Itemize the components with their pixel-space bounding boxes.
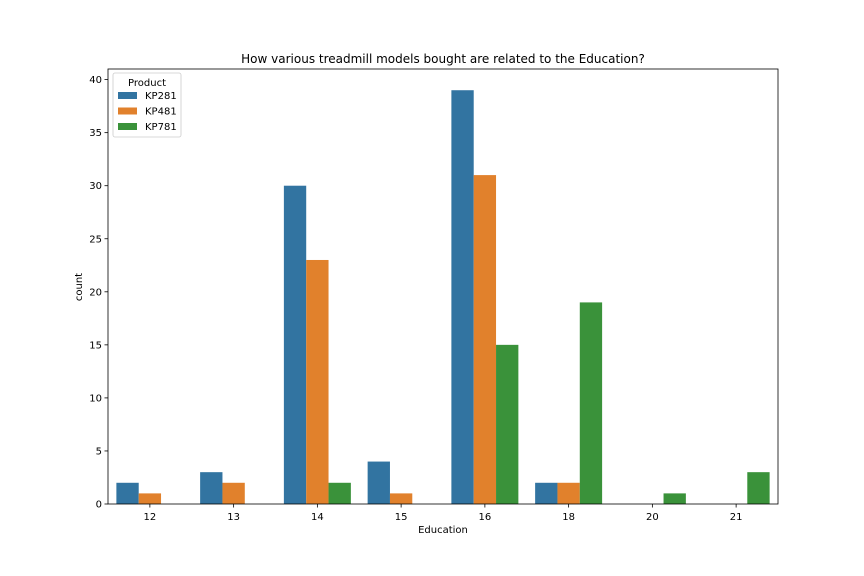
x-tick-label: 16 xyxy=(479,512,492,523)
bar-kp281-14 xyxy=(283,185,307,504)
x-axis-label: Education xyxy=(418,525,468,536)
bar-kp781-20 xyxy=(663,493,686,504)
bar-kp281-18 xyxy=(535,482,558,504)
y-tick-label: 5 xyxy=(96,446,102,457)
x-tick-label: 13 xyxy=(227,512,240,523)
bar-kp781-14 xyxy=(328,482,351,504)
legend-title: Product xyxy=(128,78,166,89)
legend-items: KP281 KP481 KP781 xyxy=(118,91,177,133)
y-tick-label: 0 xyxy=(96,500,102,511)
x-tick-label: 18 xyxy=(562,512,575,523)
plot-frame xyxy=(107,68,779,505)
bar-kp281-12 xyxy=(116,482,139,504)
legend: Product KP281 KP481 KP781 xyxy=(112,72,182,138)
x-tick-label: 14 xyxy=(311,512,324,523)
legend-label-kp781: KP781 xyxy=(145,122,177,133)
y-tick-label: 10 xyxy=(89,393,102,404)
chart-title: How various treadmill models bought are … xyxy=(241,52,645,66)
bar-kp481-12 xyxy=(138,493,162,504)
legend-label-kp481: KP481 xyxy=(145,107,177,118)
legend-label-kp281: KP281 xyxy=(145,91,177,102)
bar-kp481-18 xyxy=(557,482,580,504)
y-tick-label: 15 xyxy=(89,340,102,351)
bar-kp781-18 xyxy=(579,302,603,504)
bar-kp481-15 xyxy=(389,493,413,504)
legend-swatch-kp781 xyxy=(118,123,137,130)
bar-kp281-16 xyxy=(451,90,474,504)
plot-background xyxy=(108,69,778,504)
x-tick-label: 21 xyxy=(730,512,743,523)
bar-kp481-13 xyxy=(222,482,245,504)
bar-kp781-16 xyxy=(496,344,519,504)
x-tick-label: 12 xyxy=(144,512,157,523)
bar-kp781-21 xyxy=(747,472,770,504)
x-tick-label: 20 xyxy=(646,512,659,523)
y-axis-ticks: 0 5 10 15 20 25 30 35 40 xyxy=(89,75,108,511)
y-tick-label: 40 xyxy=(89,75,102,86)
y-tick-label: 30 xyxy=(89,181,102,192)
y-tick-label: 20 xyxy=(89,287,102,298)
y-tick-label: 35 xyxy=(89,128,102,139)
bar-kp481-16 xyxy=(473,175,497,504)
legend-swatch-kp481 xyxy=(118,107,137,115)
legend-box xyxy=(112,72,182,138)
legend-swatch-kp281 xyxy=(118,92,137,99)
x-tick-label: 15 xyxy=(395,512,408,523)
x-axis-ticks: 12 13 14 15 16 18 20 21 xyxy=(144,504,743,523)
bar-kp281-13 xyxy=(200,472,223,504)
bar-kp481-14 xyxy=(306,259,329,504)
bars-group xyxy=(116,90,770,504)
bar-kp281-15 xyxy=(367,461,390,504)
y-axis-label: count xyxy=(74,273,85,301)
y-tick-label: 25 xyxy=(89,234,102,245)
